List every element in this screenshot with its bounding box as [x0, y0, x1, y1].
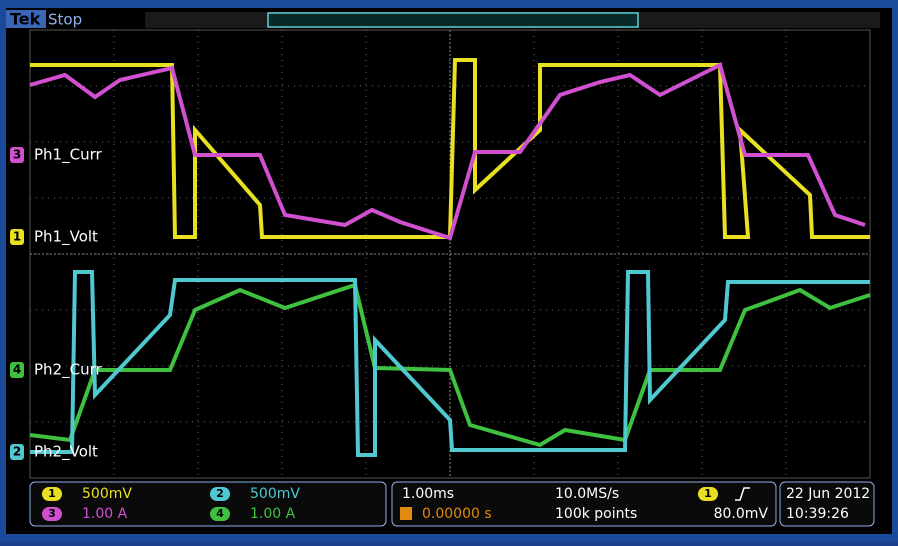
readout-value: 80.0mV — [714, 506, 769, 522]
readout-value: 10:39:26 — [786, 506, 849, 522]
readout-scale: 1.00 A — [250, 506, 296, 522]
readout-badge-text: 3 — [48, 507, 56, 520]
channel-label: Ph1_Curr — [34, 146, 102, 165]
readout-value: 100k points — [555, 506, 637, 522]
channel-number: 2 — [13, 445, 21, 459]
scope-screen: Tek Stop T 3Ph1_Curr1Ph1_Volt4Ph2_Curr2P… — [0, 0, 898, 542]
channel-label: Ph2_Volt — [34, 443, 98, 462]
readout-scale: 1.00 A — [82, 506, 128, 522]
readout-scale: 500mV — [82, 486, 132, 502]
channel-number: 1 — [13, 230, 21, 244]
brand: Tek — [10, 10, 41, 29]
readout-value: 22 Jun 2012 — [786, 486, 870, 502]
readout-badge-text: 4 — [216, 507, 224, 520]
channel-number: 3 — [13, 148, 21, 162]
readout-value: 10.0MS/s — [555, 486, 619, 502]
channel-number: 4 — [13, 363, 21, 377]
readout-badge-text: 1 — [48, 487, 56, 500]
readout-value: 1.00ms — [402, 486, 454, 502]
readout-badge-text: 2 — [216, 487, 224, 500]
readout-badge-text: 1 — [704, 487, 712, 500]
trigger-pos: 0.00000 s — [422, 506, 492, 522]
record-window — [268, 13, 638, 27]
status: Stop — [48, 11, 82, 29]
readout-scale: 500mV — [250, 486, 300, 502]
trigger-icon — [400, 507, 412, 520]
channel-label: Ph1_Volt — [34, 228, 98, 247]
channel-label: Ph2_Curr — [34, 361, 102, 380]
